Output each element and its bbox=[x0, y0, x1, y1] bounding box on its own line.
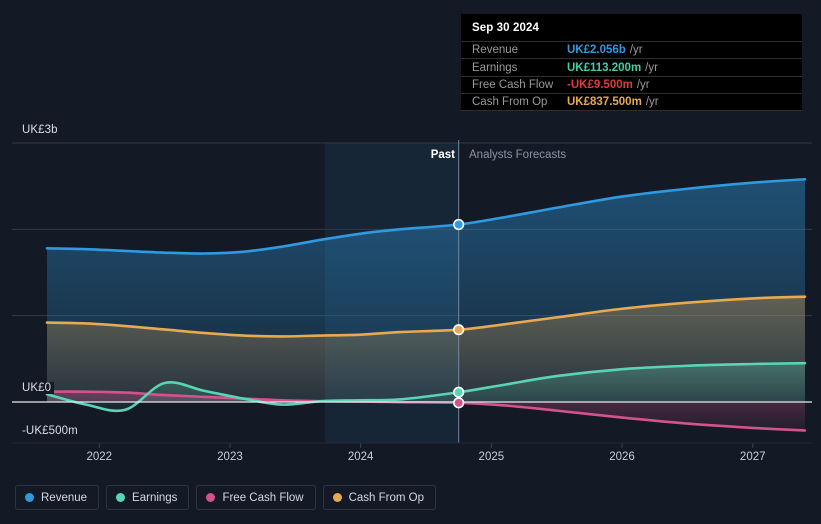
tooltip-row-value: -UK£9.500m/yr bbox=[567, 78, 650, 91]
legend-color-dot-icon bbox=[25, 493, 34, 502]
legend-item-label: Cash From Op bbox=[348, 491, 425, 504]
x-tick-layer bbox=[12, 442, 812, 448]
tooltip-row-label: Earnings bbox=[472, 61, 518, 74]
tooltip-row: Revenue UK£2.056b/yr bbox=[461, 41, 802, 58]
line-earnings bbox=[45, 361, 807, 413]
tooltip: Sep 30 2024 Revenue UK£2.056b/yr Earnings U… bbox=[461, 14, 802, 111]
marker-layer bbox=[453, 218, 465, 409]
data-point-revenue bbox=[453, 218, 465, 231]
tooltip-row-unit: /yr bbox=[629, 44, 643, 57]
tooltip-row-value: UK£113.200m/yr bbox=[567, 61, 658, 74]
legend-item-revenue[interactable]: Revenue bbox=[15, 485, 100, 510]
legend-item-cash-from-op[interactable]: Cash From Op bbox=[322, 485, 437, 510]
tooltip-row: Free Cash Flow -UK£9.500m/yr bbox=[461, 75, 802, 93]
tooltip-row-label: Free Cash Flow bbox=[472, 78, 554, 91]
line-revenue bbox=[45, 177, 807, 255]
legend-color-dot-icon bbox=[116, 493, 126, 502]
tooltip-row: Earnings UK£113.200m/yr bbox=[461, 58, 802, 75]
tooltip-row-value: UK£2.056b/yr bbox=[567, 44, 643, 57]
data-point-free-cash-flow bbox=[453, 397, 465, 409]
y-axis-label-top: UK£3b bbox=[22, 124, 61, 136]
tooltip-row-unit: /yr bbox=[645, 95, 659, 108]
past-label: Past bbox=[430, 149, 455, 161]
tooltip-rows: Revenue UK£2.056b/yr Earnings UK£113.200m/y… bbox=[461, 41, 802, 111]
legend-color-dot-icon bbox=[206, 493, 216, 502]
tooltip-row-label: Cash From Op bbox=[472, 95, 548, 108]
x-axis-tick-2023: 2023 bbox=[217, 451, 243, 463]
legend-item-free-cash-flow[interactable]: Free Cash Flow bbox=[196, 485, 316, 510]
tooltip-row-unit: /yr bbox=[636, 78, 650, 91]
tooltip-row-unit: /yr bbox=[645, 61, 658, 74]
legend-item-label: Earnings bbox=[132, 491, 178, 504]
y-axis-label-zero: UK£0 bbox=[22, 382, 55, 394]
data-point-cash-from-op bbox=[453, 324, 465, 336]
x-axis-tick-2026: 2026 bbox=[609, 451, 635, 463]
chart-legend: Revenue Earnings Free Cash Flow Cash From O… bbox=[15, 485, 437, 510]
legend-item-earnings[interactable]: Earnings bbox=[106, 485, 190, 510]
data-point-earnings bbox=[453, 386, 465, 398]
legend-color-dot-icon bbox=[332, 493, 342, 502]
x-axis-tick-2027: 2027 bbox=[739, 451, 766, 463]
line-cash-from-op bbox=[45, 295, 807, 338]
tooltip-row: Cash From Op UK£837.500m/yr bbox=[461, 93, 802, 111]
tooltip-row-value: UK£837.500m/yr bbox=[567, 95, 659, 108]
forecast-label: Analysts Forecasts bbox=[469, 149, 567, 161]
x-axis-tick-2024: 2024 bbox=[347, 451, 374, 463]
tooltip-row-label: Revenue bbox=[472, 44, 519, 57]
tooltip-date: Sep 30 2024 bbox=[472, 22, 539, 34]
x-axis-tick-2025: 2025 bbox=[478, 451, 505, 463]
legend-item-label: Free Cash Flow bbox=[222, 491, 304, 504]
x-axis-tick-2022: 2022 bbox=[86, 451, 113, 463]
legend-item-label: Revenue bbox=[41, 491, 88, 504]
y-axis-label-bottom: -UK£500m bbox=[22, 425, 78, 437]
